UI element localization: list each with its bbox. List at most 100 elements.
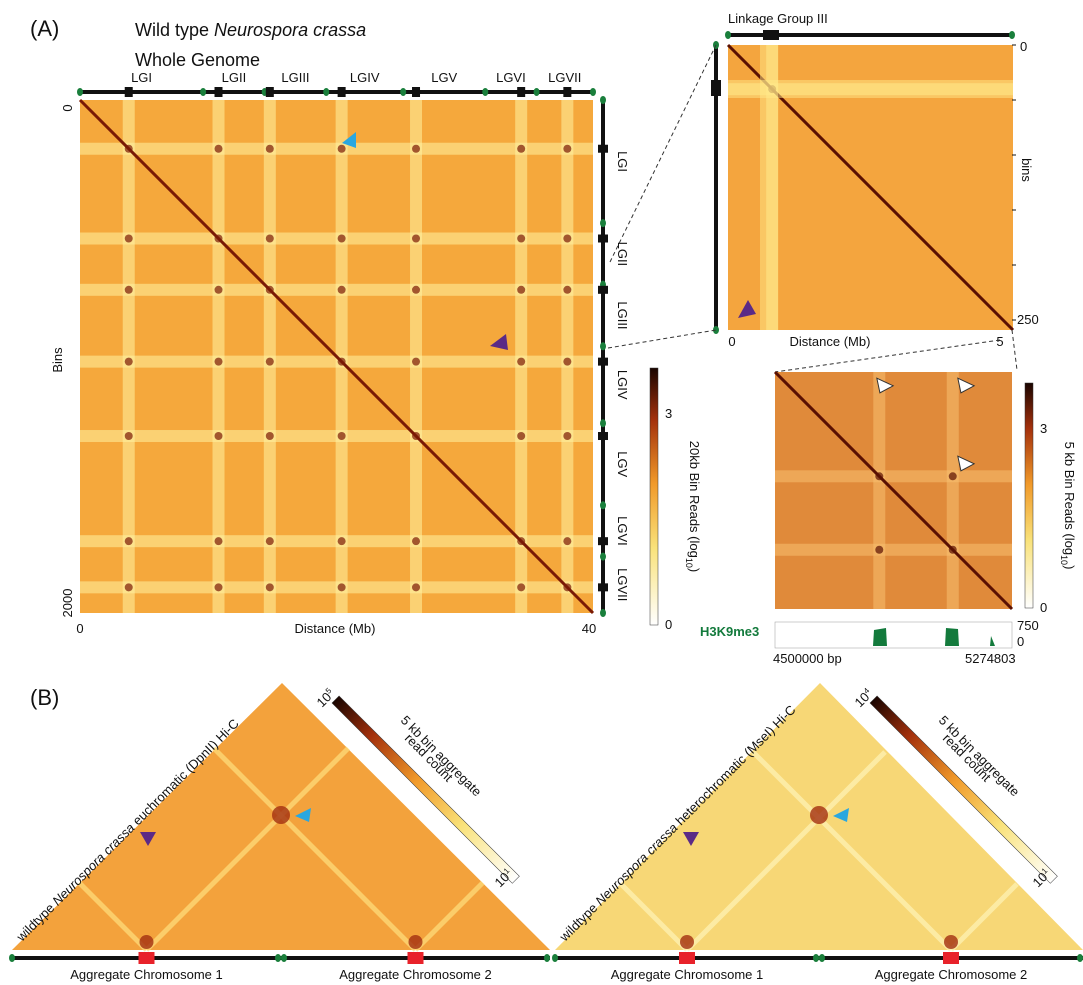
colorbar bbox=[331, 695, 520, 884]
contact-dot bbox=[563, 234, 572, 243]
colorbar-tick-label: 101 bbox=[492, 866, 516, 890]
contact-dot bbox=[875, 545, 884, 554]
contact-dot bbox=[124, 234, 133, 243]
chromosome-label: Aggregate Chromosome 1 bbox=[70, 967, 222, 982]
arrowhead bbox=[738, 300, 756, 318]
chromosome-label: LGIII bbox=[615, 301, 630, 329]
label-sub: 10 bbox=[1059, 555, 1069, 565]
stripe bbox=[410, 100, 423, 613]
colorbar-label: 5 kb Bin Reads (log10) bbox=[1059, 442, 1077, 570]
stripe bbox=[775, 543, 1012, 556]
colorbar-tick-label: 101 bbox=[1030, 866, 1054, 890]
colorbar bbox=[649, 367, 659, 626]
colorbar-tick-label: 105 bbox=[314, 686, 338, 710]
arrowhead bbox=[140, 832, 156, 846]
telomere bbox=[323, 88, 330, 96]
zoom-connector bbox=[607, 329, 717, 349]
centromere bbox=[412, 87, 421, 97]
centromere bbox=[763, 30, 779, 40]
zoom-connector bbox=[1011, 329, 1018, 371]
x-tick-label: 0 bbox=[728, 334, 735, 349]
contact-dot bbox=[517, 144, 526, 153]
chromosome-label: LGV bbox=[615, 451, 630, 477]
exp: 5 bbox=[324, 686, 334, 696]
telomere bbox=[482, 88, 489, 96]
centromere bbox=[943, 952, 959, 964]
telomere bbox=[600, 501, 606, 510]
telomere bbox=[200, 88, 207, 96]
contact-dot bbox=[214, 357, 223, 366]
colorbar-label: 5 kb bin aggregate bbox=[398, 713, 485, 800]
heatmap bbox=[773, 370, 1014, 611]
chromosome-label: LGIII bbox=[281, 70, 309, 85]
title-italic: Neurospora crassa bbox=[214, 20, 366, 40]
contact-dot bbox=[337, 583, 346, 592]
contact-dot bbox=[214, 583, 223, 592]
contact-dot bbox=[214, 432, 223, 441]
centromere bbox=[598, 285, 608, 294]
telomere bbox=[9, 954, 15, 962]
contact-dot bbox=[265, 432, 274, 441]
heatmap bbox=[78, 98, 595, 615]
chromosome-label: LGI bbox=[615, 151, 630, 172]
contact-dot bbox=[412, 583, 421, 592]
telomere bbox=[275, 954, 281, 962]
centromere bbox=[711, 80, 721, 96]
arrowhead bbox=[295, 808, 311, 822]
stripe bbox=[873, 372, 886, 609]
chromosome-label: LGVI bbox=[496, 70, 526, 85]
centromere-spot bbox=[680, 935, 694, 949]
contact-dot bbox=[517, 357, 526, 366]
contact-dot bbox=[265, 234, 274, 243]
telomere bbox=[533, 88, 540, 96]
track-tick-label: 750 bbox=[1017, 618, 1039, 633]
contact-dot bbox=[412, 234, 421, 243]
chromosome-label: LGV bbox=[431, 70, 457, 85]
contact-dot bbox=[265, 144, 274, 153]
arrowhead bbox=[957, 377, 976, 394]
contact-dot bbox=[563, 537, 572, 546]
centromere bbox=[598, 537, 608, 546]
telomere bbox=[544, 954, 550, 962]
zoom-connector bbox=[609, 44, 717, 263]
chromosome-label: LGII bbox=[615, 242, 630, 267]
chromosome-label: LGVII bbox=[548, 70, 581, 85]
exp: 1 bbox=[1040, 866, 1050, 876]
contact-dot bbox=[124, 583, 133, 592]
contact-dot bbox=[517, 234, 526, 243]
contact-dot bbox=[337, 432, 346, 441]
centromere bbox=[265, 87, 274, 97]
chromosome-label: LGIV bbox=[615, 370, 630, 400]
arrowhead bbox=[957, 455, 976, 472]
x-tick-label: 5274803 bbox=[965, 651, 1016, 666]
stripe bbox=[685, 750, 887, 952]
x-tick-label: 5 bbox=[996, 334, 1003, 349]
contact-dot bbox=[563, 144, 572, 153]
telomere bbox=[77, 88, 83, 96]
telomere bbox=[600, 96, 606, 104]
contact-dot bbox=[412, 144, 421, 153]
stripe bbox=[728, 80, 1013, 98]
centromere-spot bbox=[408, 935, 423, 949]
lg-title: Linkage Group III bbox=[728, 11, 828, 26]
chromosome-label: LGII bbox=[222, 70, 247, 85]
panel-label: (A) bbox=[30, 16, 59, 41]
arrowhead bbox=[342, 132, 356, 148]
centromere-spot bbox=[944, 935, 958, 949]
stripe bbox=[619, 882, 689, 952]
centromere bbox=[598, 234, 608, 243]
arrowhead bbox=[833, 808, 849, 822]
track-bg bbox=[774, 621, 1013, 649]
centromere bbox=[563, 87, 572, 97]
telomere bbox=[590, 88, 596, 96]
colorbar bbox=[869, 695, 1058, 884]
stripe bbox=[946, 372, 959, 609]
x-tick-label: 4500000 bp bbox=[773, 651, 842, 666]
label-end: ) bbox=[1062, 565, 1077, 569]
colorbar-tick-label: 104 bbox=[852, 686, 876, 710]
y-tick-label: 2000 bbox=[60, 589, 75, 618]
diagonal bbox=[78, 98, 595, 615]
y-tick-label: 0 bbox=[1020, 39, 1027, 54]
contact-dot bbox=[337, 285, 346, 294]
